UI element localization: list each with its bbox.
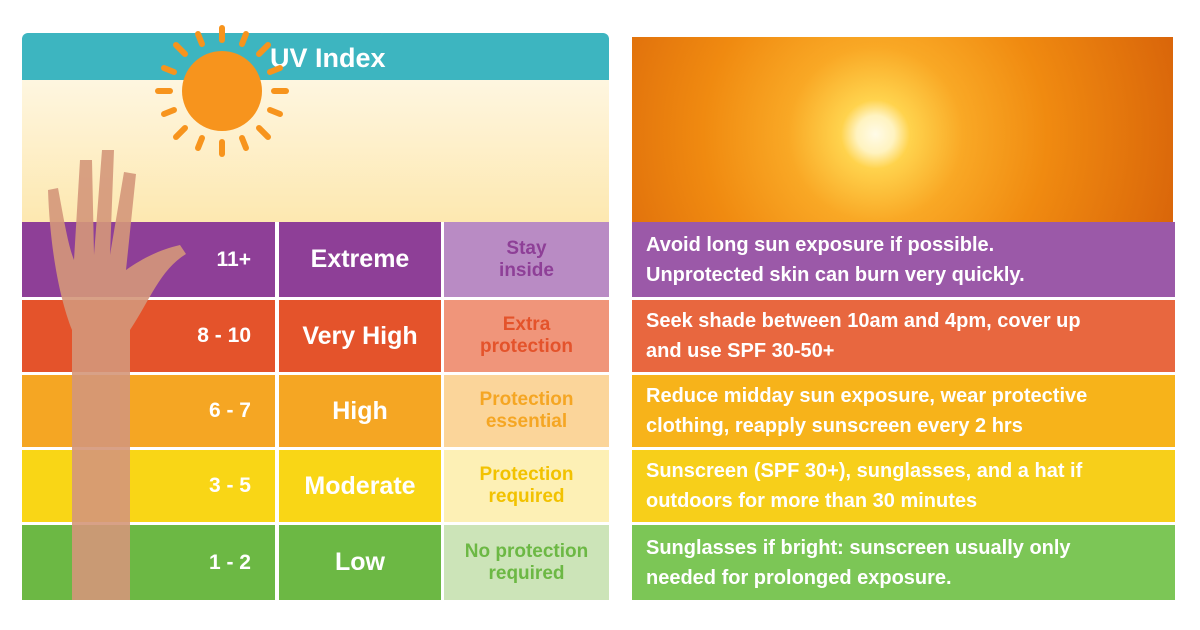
short-advice-line: required bbox=[488, 486, 565, 507]
short-advice-line: inside bbox=[499, 259, 554, 281]
long-advice-line: Avoid long sun exposure if possible. bbox=[646, 233, 995, 256]
level-text: Moderate bbox=[304, 471, 416, 500]
uv-range: 3 - 5 bbox=[22, 450, 275, 522]
short-advice-line: Protection bbox=[479, 389, 574, 410]
long-advice-line: Sunglasses if bright: sunscreen usually … bbox=[646, 536, 1071, 559]
short-advice: Stay inside bbox=[444, 222, 609, 297]
short-advice: Protection required bbox=[444, 450, 609, 522]
title: UV Index bbox=[270, 43, 386, 73]
uv-range: 8 - 10 bbox=[22, 300, 275, 372]
long-advice: Sunglasses if bright: sunscreen usually … bbox=[632, 525, 1175, 600]
long-advice-line: Seek shade between 10am and 4pm, cover u… bbox=[646, 310, 1081, 332]
short-advice-line: Stay bbox=[506, 237, 547, 259]
uv-range: 1 - 2 bbox=[22, 525, 275, 600]
title-bar bbox=[22, 33, 609, 80]
sun-photo bbox=[632, 37, 1173, 224]
short-advice: Extra protection bbox=[444, 300, 609, 372]
long-advice: Sunscreen (SPF 30+), sunglasses, and a h… bbox=[632, 450, 1175, 522]
level-text: Very High bbox=[302, 321, 418, 350]
level-text: Low bbox=[335, 548, 385, 576]
short-advice-line: required bbox=[488, 562, 565, 584]
long-advice-line: Sunscreen (SPF 30+), sunglasses, and a h… bbox=[646, 460, 1083, 482]
level-text: High bbox=[332, 396, 388, 425]
level-text: Extreme bbox=[310, 245, 410, 273]
range-text: 11+ bbox=[216, 247, 251, 271]
long-advice: Reduce midday sun exposure, wear protect… bbox=[632, 375, 1175, 447]
uv-level: High bbox=[279, 375, 441, 447]
uv-level: Very High bbox=[279, 300, 441, 372]
sun bbox=[182, 51, 262, 131]
sun-rays bbox=[155, 25, 289, 157]
short-advice-line: essential bbox=[485, 411, 568, 432]
range-text: 6 - 7 bbox=[208, 399, 251, 422]
short-advice-line: protection bbox=[480, 336, 573, 357]
long-advice-line: outdoors for more than 30 minutes bbox=[646, 490, 978, 512]
long-advice-line: clothing, reapply sunscreen every 2 hrs bbox=[646, 415, 1023, 437]
uv-level: Low bbox=[279, 525, 441, 600]
short-advice-line: Protection bbox=[479, 464, 574, 485]
uv-level: Moderate bbox=[279, 450, 441, 522]
long-advice-line: and use SPF 30-50+ bbox=[646, 340, 835, 362]
hand bbox=[48, 150, 186, 600]
range-text: 8 - 10 bbox=[197, 324, 251, 347]
long-advice-line: needed for prolonged exposure. bbox=[646, 566, 952, 589]
short-advice: No protection required bbox=[444, 525, 609, 600]
short-advice-line: No protection bbox=[464, 540, 589, 562]
long-advice: Seek shade between 10am and 4pm, cover u… bbox=[632, 300, 1175, 372]
range-text: 1 - 2 bbox=[208, 550, 251, 574]
long-advice: Avoid long sun exposure if possible. Unpr… bbox=[632, 222, 1175, 297]
uv-level: Extreme bbox=[279, 222, 441, 297]
short-advice: Protection essential bbox=[444, 375, 609, 447]
range-text: 3 - 5 bbox=[208, 474, 251, 497]
short-advice-line: Extra bbox=[502, 314, 551, 335]
long-advice-line: Unprotected skin can burn very quickly. bbox=[646, 263, 1025, 286]
long-advice-line: Reduce midday sun exposure, wear protect… bbox=[646, 385, 1088, 407]
uv-range: 6 - 7 bbox=[22, 375, 275, 447]
